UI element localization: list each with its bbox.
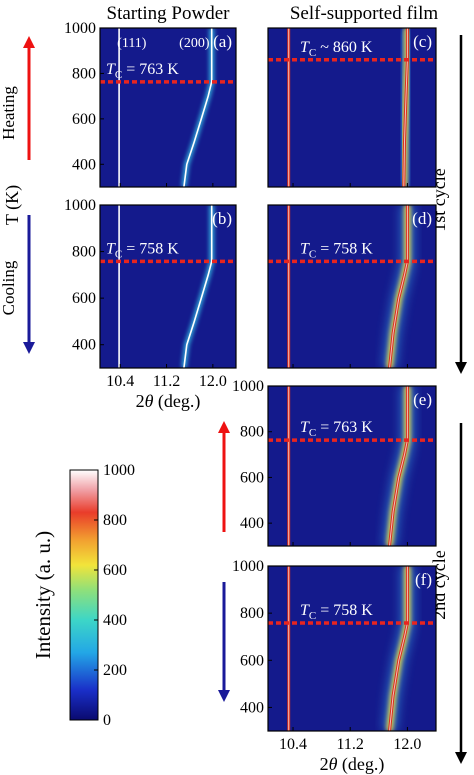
panel-letter: (a) bbox=[213, 32, 232, 51]
x-tick-label: 11.2 bbox=[337, 736, 364, 753]
panel-frame bbox=[267, 204, 437, 369]
x-tick-label: 11.2 bbox=[153, 373, 180, 390]
panel-d: TC = 758 K (d) bbox=[267, 204, 437, 369]
tc-label: TC = 763 K bbox=[300, 419, 373, 439]
y-tick-label: 600 bbox=[72, 290, 96, 307]
header-self-supported-film: Self-supported film bbox=[290, 3, 439, 24]
peak-line bbox=[183, 205, 213, 368]
panel-frame bbox=[267, 27, 437, 188]
panel-letter: (b) bbox=[212, 209, 232, 228]
cooling-arrow-f bbox=[218, 582, 230, 702]
tc-label: TC ~ 860 K bbox=[300, 39, 373, 59]
panel-letter: (d) bbox=[412, 209, 432, 228]
y-tick-label: 1000 bbox=[232, 378, 264, 395]
y-axis-label: T (K) bbox=[2, 185, 23, 225]
cooling-arrow-left bbox=[23, 215, 35, 354]
peak-label: (111) bbox=[117, 36, 147, 51]
y-tick-label: 800 bbox=[240, 605, 264, 622]
label-heating: Heating bbox=[0, 86, 18, 140]
y-tick-label: 600 bbox=[240, 469, 264, 486]
peak-core bbox=[403, 28, 408, 187]
tc-label: TC = 758 K bbox=[300, 240, 373, 260]
y-tick-label: 1000 bbox=[64, 20, 96, 37]
x-axis-label: 2θ (deg.) bbox=[320, 754, 385, 775]
panel-e: TC = 763 K (e) 1000 800 600 400 bbox=[232, 378, 437, 547]
y-tick-label: 800 bbox=[72, 244, 96, 261]
panel-frame bbox=[99, 27, 237, 188]
panel-letter: (f) bbox=[415, 570, 432, 589]
panel-letter: (e) bbox=[413, 390, 432, 409]
tc-label: TC = 758 K bbox=[300, 602, 373, 622]
heating-arrow-e bbox=[218, 421, 230, 532]
y-tick-label: 400 bbox=[72, 337, 96, 354]
peak-label: (200) bbox=[179, 36, 210, 51]
panel-frame bbox=[267, 385, 437, 547]
peak-core bbox=[389, 566, 408, 731]
x-tick-label: 10.4 bbox=[279, 736, 307, 753]
y-tick-label: 1000 bbox=[232, 558, 264, 575]
colorbar-label: Intensity (a. u.) bbox=[31, 531, 55, 659]
y-tick-label: 600 bbox=[72, 111, 96, 128]
y-tick-label: 800 bbox=[72, 65, 96, 82]
y-tick-label: 400 bbox=[72, 156, 96, 173]
colorbar-tick-label: 200 bbox=[103, 662, 127, 679]
y-tick-label: 600 bbox=[240, 652, 264, 669]
panel-frame bbox=[99, 204, 237, 369]
peak-line bbox=[183, 28, 213, 187]
heating-arrow-left bbox=[23, 36, 35, 160]
peak-core bbox=[389, 386, 408, 546]
colorbar-tick-label: 800 bbox=[103, 512, 127, 529]
y-tick-label: 1000 bbox=[64, 197, 96, 214]
peak-core bbox=[389, 205, 408, 368]
header-starting-powder: Starting Powder bbox=[107, 3, 231, 24]
y-tick-label: 400 bbox=[240, 515, 264, 532]
panel-b: TC = 758 K (b) 1000 800 600 400 10.4 11.2 12.02θ… bbox=[64, 197, 237, 412]
panel-f: TC = 758 K (f) 1000 800 600 400 10.4 11.2 12.0 2θ… bbox=[232, 558, 437, 775]
colorbar-gradient bbox=[69, 469, 99, 721]
colorbar-tick-label: 400 bbox=[103, 612, 127, 629]
colorbar-tick-label: 0 bbox=[103, 712, 111, 729]
x-axis-label: 2θ (deg.) bbox=[136, 391, 201, 412]
x-tick-label: 10.4 bbox=[106, 373, 134, 390]
colorbar: 0 200 400 600 800 1000 Intensity (a. u.) bbox=[31, 462, 135, 729]
tc-label: TC = 758 K bbox=[106, 240, 179, 260]
x-tick-label: 12.0 bbox=[199, 373, 227, 390]
cycle1-arrow bbox=[455, 35, 467, 374]
panel-a: TC = 763 K (a) (111) (200) 1000 800 600 400 bbox=[64, 20, 237, 188]
colorbar-tick-label: 600 bbox=[103, 562, 127, 579]
panel-letter: (c) bbox=[413, 32, 432, 51]
panel-c: TC ~ 860 K (c) bbox=[267, 27, 437, 188]
panel-frame bbox=[267, 565, 437, 732]
cycle2-arrow bbox=[455, 423, 467, 764]
y-tick-label: 800 bbox=[240, 424, 264, 441]
y-tick-label: 400 bbox=[240, 699, 264, 716]
tc-label: TC = 763 K bbox=[106, 61, 179, 81]
colorbar-tick-label: 1000 bbox=[103, 462, 135, 479]
x-tick-label: 12.0 bbox=[393, 736, 421, 753]
label-cooling: Cooling bbox=[0, 260, 18, 315]
